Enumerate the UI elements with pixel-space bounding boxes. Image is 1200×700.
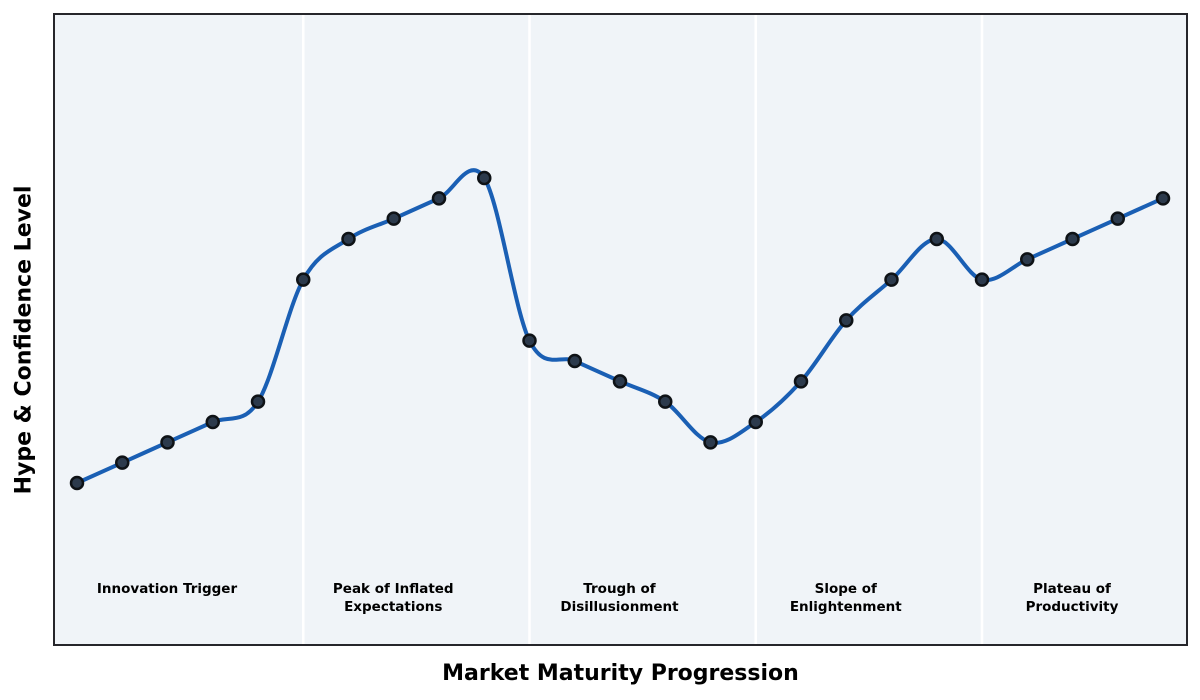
data-point: [657, 393, 672, 409]
y-axis-label: Hype & Confidence Level: [11, 185, 37, 495]
data-point: [748, 414, 763, 429]
data-point: [114, 454, 129, 470]
data-point: [612, 373, 627, 389]
data-point: [295, 271, 310, 287]
data-point: [883, 271, 899, 287]
hype-curve: [74, 167, 1165, 485]
data-point: [340, 231, 356, 246]
data-point: [521, 332, 537, 348]
phase-label-slope-of-enlightenment: Slope of Enlightenment: [789, 580, 902, 615]
data-point: [386, 210, 401, 226]
data-point: [205, 414, 220, 429]
data-point: [1155, 190, 1170, 206]
data-point: [250, 393, 265, 409]
data-point: [1064, 231, 1080, 246]
chart-canvas: [54, 14, 1186, 644]
data-point: [1110, 210, 1125, 226]
x-axis-label: Market Maturity Progression: [442, 661, 799, 686]
phase-label-trough-of-disillusionment: Trough of Disillusionment: [560, 580, 679, 615]
data-point: [974, 271, 989, 287]
data-point: [159, 434, 175, 450]
data-point: [69, 475, 84, 490]
plot-background: [54, 14, 1186, 644]
data-point: [838, 312, 853, 328]
data-point: [1019, 251, 1034, 267]
data-point: [702, 434, 718, 450]
data-point: [929, 231, 944, 246]
data-point: [793, 373, 808, 389]
phase-label-peak-of-inflated-expectations: Peak of Inflated Expectations: [332, 580, 454, 615]
data-point: [567, 353, 582, 368]
data-point: [476, 170, 491, 185]
phase-label-innovation-trigger: Innovation Trigger: [96, 580, 238, 597]
phase-label-plateau-of-productivity: Plateau of Productivity: [1025, 580, 1119, 615]
plot-area: Innovation Trigger Peak of Inflated Expect…: [52, 12, 1188, 646]
data-point: [431, 190, 446, 206]
